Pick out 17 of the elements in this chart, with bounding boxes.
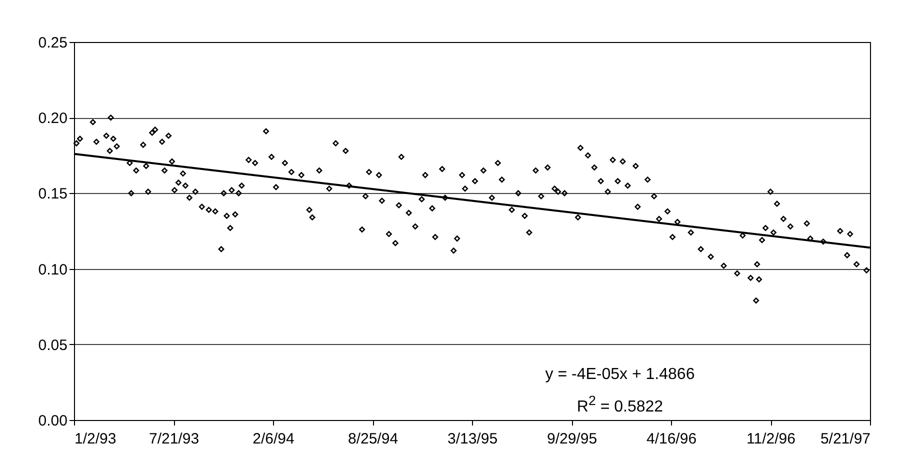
x-tick-label: 7/21/93	[148, 430, 200, 448]
y-tick-label: 0.05	[38, 336, 68, 354]
x-tick-label: 3/13/95	[447, 430, 498, 448]
x-tick-label: 11/2/96	[746, 430, 796, 448]
x-tick-label: 9/29/95	[546, 430, 598, 448]
y-tick-label: 0.10	[38, 261, 68, 278]
y-tick-label: 0.00	[38, 412, 68, 430]
annotation: y = -4E-05x + 1.4866	[544, 365, 696, 385]
x-tick-label: 5/21/97	[820, 430, 870, 448]
x-tick-label: 1/2/93	[74, 430, 116, 448]
annotation: R$^{2}$ = 0.5822	[576, 392, 664, 418]
y-tick-label: 0.15	[38, 186, 68, 203]
y-tick-label: 0.25	[38, 34, 68, 52]
y-tick-label: 0.20	[38, 110, 68, 128]
x-tick-label: 8/25/94	[348, 430, 398, 448]
x-tick-label: 4/16/96	[646, 430, 697, 448]
x-tick-label: 2/6/94	[252, 430, 294, 448]
